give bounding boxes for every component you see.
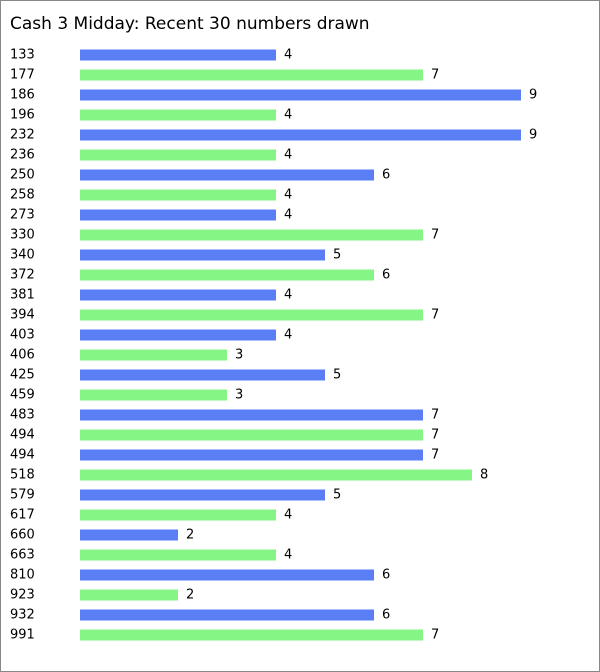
bar (80, 349, 227, 361)
bar (80, 609, 374, 621)
bar (80, 629, 423, 641)
bar (80, 189, 276, 201)
value-label: 3 (235, 348, 243, 363)
bar (80, 509, 276, 521)
category-label: 250 (10, 168, 35, 183)
bar (80, 449, 423, 461)
category-label: 186 (10, 88, 35, 103)
value-label: 4 (284, 148, 292, 163)
bar (80, 589, 178, 601)
category-label: 330 (10, 228, 35, 243)
bar (80, 329, 276, 341)
category-label: 810 (10, 568, 35, 583)
value-label: 5 (333, 488, 341, 503)
category-label: 579 (10, 488, 35, 503)
category-label: 483 (10, 408, 35, 423)
value-label: 9 (529, 128, 537, 143)
category-label: 133 (10, 48, 35, 63)
value-label: 7 (431, 228, 439, 243)
category-label: 425 (10, 368, 35, 383)
category-label: 381 (10, 288, 35, 303)
bar (80, 69, 423, 81)
bar (80, 169, 374, 181)
bar (80, 429, 423, 441)
bar (80, 369, 325, 381)
value-label: 5 (333, 368, 341, 383)
bar (80, 289, 276, 301)
value-label: 6 (382, 268, 390, 283)
category-label: 660 (10, 528, 35, 543)
bar (80, 249, 325, 261)
category-label: 258 (10, 188, 35, 203)
value-label: 7 (431, 408, 439, 423)
value-label: 4 (284, 188, 292, 203)
bar (80, 389, 227, 401)
bar (80, 209, 276, 221)
category-label: 232 (10, 128, 35, 143)
category-label: 372 (10, 268, 35, 283)
bar (80, 229, 423, 241)
value-label: 7 (431, 628, 439, 643)
category-label: 177 (10, 68, 35, 83)
category-label: 403 (10, 328, 35, 343)
category-label: 663 (10, 548, 35, 563)
bar (80, 269, 374, 281)
value-label: 7 (431, 428, 439, 443)
bar (80, 489, 325, 501)
value-label: 6 (382, 608, 390, 623)
category-label: 459 (10, 388, 35, 403)
value-label: 2 (186, 588, 194, 603)
value-label: 6 (382, 568, 390, 583)
category-label: 923 (10, 588, 35, 603)
category-label: 617 (10, 508, 35, 523)
bar (80, 89, 521, 101)
bar (80, 49, 276, 61)
bar (80, 309, 423, 321)
value-label: 4 (284, 508, 292, 523)
bar (80, 549, 276, 561)
category-label: 494 (10, 448, 35, 463)
value-label: 9 (529, 88, 537, 103)
category-label: 196 (10, 108, 35, 123)
value-label: 4 (284, 288, 292, 303)
category-label: 991 (10, 628, 35, 643)
category-label: 340 (10, 248, 35, 263)
bar (80, 409, 423, 421)
value-label: 4 (284, 328, 292, 343)
value-label: 4 (284, 548, 292, 563)
bar (80, 109, 276, 121)
category-label: 406 (10, 348, 35, 363)
value-label: 4 (284, 208, 292, 223)
value-label: 7 (431, 308, 439, 323)
bar (80, 529, 178, 541)
chart-title: Cash 3 Midday: Recent 30 numbers drawn (10, 14, 370, 34)
value-label: 5 (333, 248, 341, 263)
bar (80, 129, 521, 141)
bar (80, 469, 472, 481)
value-label: 7 (431, 68, 439, 83)
category-label: 932 (10, 608, 35, 623)
value-label: 7 (431, 448, 439, 463)
category-label: 273 (10, 208, 35, 223)
category-label: 494 (10, 428, 35, 443)
bar (80, 569, 374, 581)
value-label: 4 (284, 48, 292, 63)
category-label: 236 (10, 148, 35, 163)
value-label: 2 (186, 528, 194, 543)
bar (80, 149, 276, 161)
category-label: 518 (10, 468, 35, 483)
value-label: 6 (382, 168, 390, 183)
category-label: 394 (10, 308, 35, 323)
value-label: 4 (284, 108, 292, 123)
value-label: 8 (480, 468, 488, 483)
value-label: 3 (235, 388, 243, 403)
